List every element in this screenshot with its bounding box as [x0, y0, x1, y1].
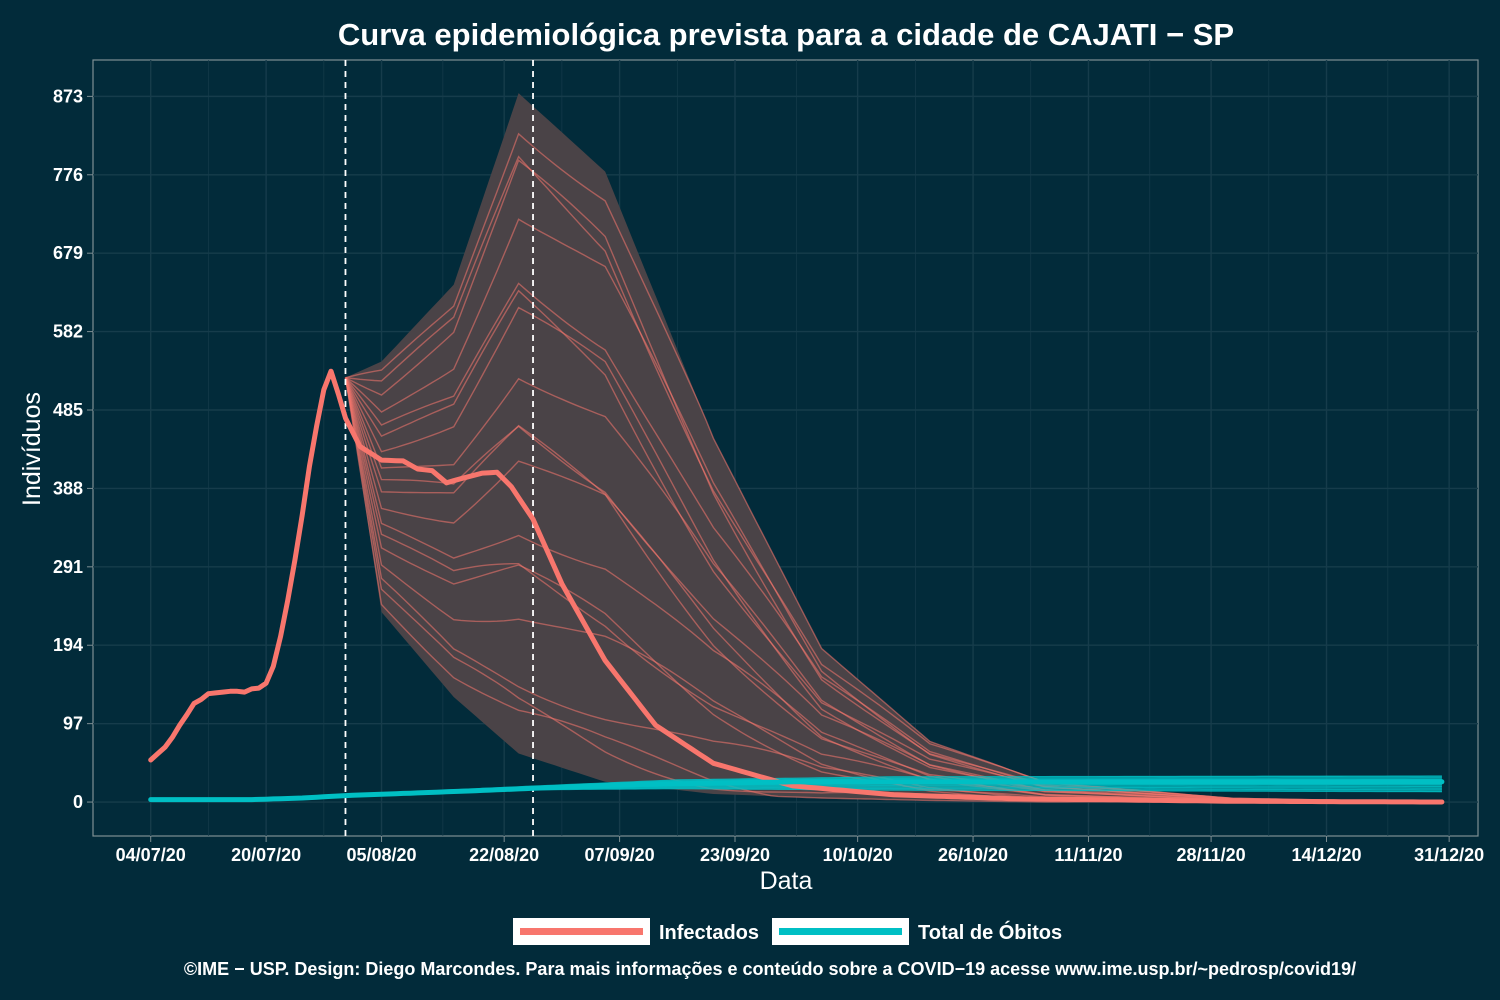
y-tick-label: 582	[53, 322, 83, 342]
x-tick-label: 23/09/20	[700, 845, 770, 865]
y-axis-title: Indivíduos	[18, 392, 46, 506]
x-tick-label: 31/12/20	[1414, 845, 1484, 865]
legend-label-infectados: Infectados	[659, 922, 759, 944]
x-tick-label: 11/11/20	[1054, 845, 1122, 865]
x-tick-label: 28/11/20	[1177, 845, 1246, 865]
x-axis-ticks: 04/07/20 20/07/20 05/08/20 22/08/20 07/09/20…	[116, 836, 1484, 865]
x-tick-label: 05/08/20	[347, 845, 417, 865]
scenario-line-infectados	[345, 132, 1442, 803]
legend: Infectados Total de Óbitos	[513, 918, 1062, 945]
y-tick-label: 0	[73, 792, 83, 812]
y-tick-label: 679	[53, 243, 83, 263]
reference-lines	[344, 60, 534, 836]
x-tick-label: 07/09/20	[585, 845, 655, 865]
x-axis-title: Data	[760, 867, 813, 895]
y-axis-ticks: 0 97 194 291 388 485 582 679 776 873	[53, 86, 93, 812]
legend-label-obitos: Total de Óbitos	[918, 920, 1062, 944]
x-tick-label: 14/12/20	[1291, 845, 1361, 865]
y-tick-label: 388	[53, 478, 83, 498]
y-tick-label: 97	[63, 714, 83, 734]
confidence-bands	[345, 93, 1442, 803]
series-lines	[148, 368, 1445, 805]
x-tick-label: 26/10/20	[938, 845, 1008, 865]
x-tick-label: 20/07/20	[231, 845, 301, 865]
panel-border	[92, 59, 1479, 837]
series-line-obitos	[148, 779, 1445, 803]
plot-panel	[92, 59, 1479, 837]
caption: ©IME − USP. Design: Diego Marcondes. Par…	[184, 959, 1356, 979]
y-tick-label: 776	[53, 165, 83, 185]
x-tick-label: 10/10/20	[823, 845, 893, 865]
x-tick-label: 22/08/20	[469, 845, 539, 865]
y-tick-label: 291	[53, 557, 83, 577]
band-infectados	[345, 93, 1442, 803]
y-tick-label: 873	[53, 86, 83, 106]
x-tick-label: 04/07/20	[116, 845, 186, 865]
y-tick-label: 485	[53, 400, 83, 420]
chart-title: Curva epidemiológica prevista para a cid…	[338, 17, 1234, 52]
series-line-infectados	[148, 368, 1445, 805]
y-tick-label: 194	[53, 635, 83, 655]
